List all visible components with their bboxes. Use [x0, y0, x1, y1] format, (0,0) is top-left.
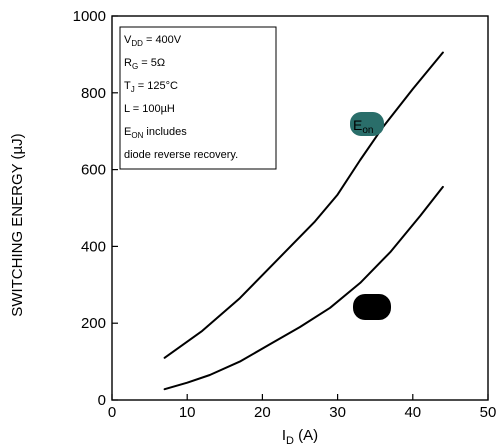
series-line-eoff: [163, 185, 444, 391]
eoff-label: Eoff: [357, 299, 378, 318]
condition-line: diode reverse recovery.: [124, 149, 238, 161]
y-tick-label: 1000: [73, 8, 106, 25]
series-lines: [163, 51, 444, 391]
y-axis-label: SWITCHING ENERGY (µJ): [9, 133, 26, 316]
condition-line: L = 100µH: [124, 103, 175, 115]
eon-badge: [350, 112, 384, 136]
y-tick-label: 600: [81, 162, 106, 179]
x-tick-label: 40: [404, 404, 421, 421]
x-tick-label: 20: [254, 404, 271, 421]
legend-eoff: Eoff: [353, 294, 391, 320]
condition-line: VDD = 400V: [124, 34, 182, 48]
axis-ticks: 0 10 20 30 40 50 0 200 400 600 800 1000: [73, 8, 497, 421]
x-axis-label: ID (A): [282, 427, 318, 445]
y-tick-label: 800: [81, 85, 106, 102]
y-tick-label: 400: [81, 238, 106, 255]
y-tick-label: 200: [81, 315, 106, 332]
conditions-box: VDD = 400V RG = 5Ω TJ = 125°C L = 100µH EON …: [119, 26, 277, 170]
y-tick-label: 0: [98, 392, 106, 409]
eoff-badge: [353, 294, 391, 320]
x-tick-label: 0: [108, 404, 116, 421]
condition-line: EON includes: [124, 126, 187, 140]
plot-frame: [111, 15, 489, 401]
legend-eon: Eon: [350, 112, 384, 136]
condition-line: RG = 5Ω: [124, 57, 165, 71]
eon-label: Eon: [353, 117, 373, 136]
x-tick-label: 30: [329, 404, 346, 421]
x-tick-label: 10: [179, 404, 196, 421]
x-tick-label: 50: [480, 404, 497, 421]
condition-line: TJ = 125°C: [124, 80, 178, 94]
series-line-eon: [163, 51, 444, 359]
